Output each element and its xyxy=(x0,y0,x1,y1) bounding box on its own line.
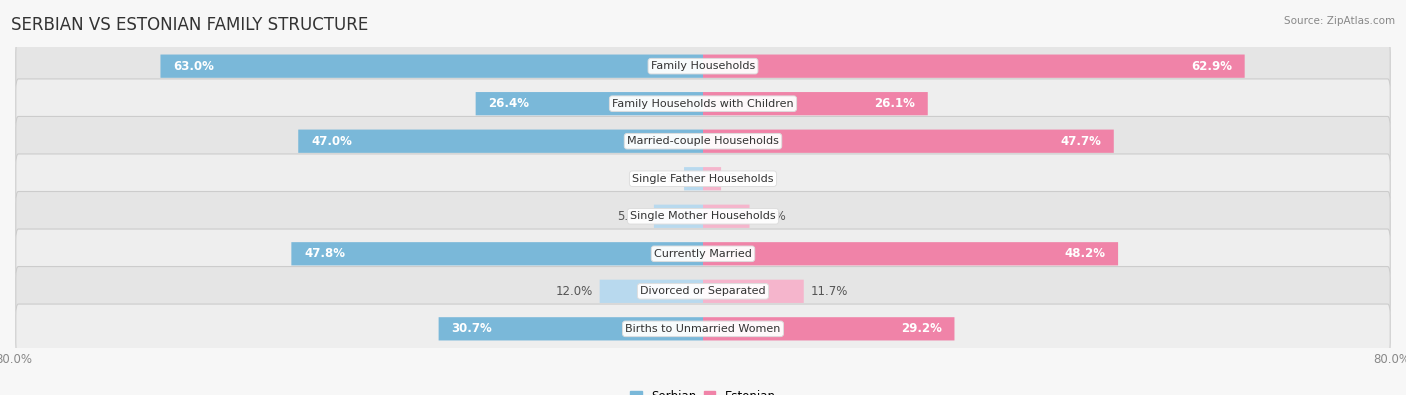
Legend: Serbian, Estonian: Serbian, Estonian xyxy=(626,385,780,395)
FancyBboxPatch shape xyxy=(703,317,955,340)
FancyBboxPatch shape xyxy=(15,229,1391,278)
Text: 47.8%: 47.8% xyxy=(304,247,346,260)
Text: 48.2%: 48.2% xyxy=(1064,247,1105,260)
Text: 5.7%: 5.7% xyxy=(617,210,647,223)
Text: 11.7%: 11.7% xyxy=(811,285,848,298)
FancyBboxPatch shape xyxy=(703,167,721,190)
Text: Married-couple Households: Married-couple Households xyxy=(627,136,779,146)
Text: 47.7%: 47.7% xyxy=(1060,135,1101,148)
Text: 26.4%: 26.4% xyxy=(488,97,530,110)
Text: 47.0%: 47.0% xyxy=(311,135,352,148)
Text: 30.7%: 30.7% xyxy=(451,322,492,335)
FancyBboxPatch shape xyxy=(703,205,749,228)
FancyBboxPatch shape xyxy=(15,117,1391,166)
FancyBboxPatch shape xyxy=(15,154,1391,203)
FancyBboxPatch shape xyxy=(475,92,703,115)
Text: 5.4%: 5.4% xyxy=(756,210,786,223)
Text: 62.9%: 62.9% xyxy=(1191,60,1232,73)
FancyBboxPatch shape xyxy=(439,317,703,340)
FancyBboxPatch shape xyxy=(703,92,928,115)
FancyBboxPatch shape xyxy=(298,130,703,153)
Text: SERBIAN VS ESTONIAN FAMILY STRUCTURE: SERBIAN VS ESTONIAN FAMILY STRUCTURE xyxy=(11,16,368,34)
Text: Source: ZipAtlas.com: Source: ZipAtlas.com xyxy=(1284,16,1395,26)
Text: Single Father Households: Single Father Households xyxy=(633,174,773,184)
Text: 12.0%: 12.0% xyxy=(555,285,593,298)
Text: Single Mother Households: Single Mother Households xyxy=(630,211,776,221)
FancyBboxPatch shape xyxy=(160,55,703,78)
Text: 2.1%: 2.1% xyxy=(728,172,758,185)
FancyBboxPatch shape xyxy=(15,192,1391,241)
FancyBboxPatch shape xyxy=(703,130,1114,153)
FancyBboxPatch shape xyxy=(15,79,1391,128)
Text: Births to Unmarried Women: Births to Unmarried Women xyxy=(626,324,780,334)
FancyBboxPatch shape xyxy=(703,55,1244,78)
Text: Family Households: Family Households xyxy=(651,61,755,71)
FancyBboxPatch shape xyxy=(654,205,703,228)
FancyBboxPatch shape xyxy=(15,304,1391,354)
Text: Currently Married: Currently Married xyxy=(654,249,752,259)
FancyBboxPatch shape xyxy=(703,242,1118,265)
FancyBboxPatch shape xyxy=(685,167,703,190)
FancyBboxPatch shape xyxy=(599,280,703,303)
FancyBboxPatch shape xyxy=(15,267,1391,316)
Text: Divorced or Separated: Divorced or Separated xyxy=(640,286,766,296)
Text: 29.2%: 29.2% xyxy=(901,322,942,335)
FancyBboxPatch shape xyxy=(291,242,703,265)
FancyBboxPatch shape xyxy=(703,280,804,303)
Text: 63.0%: 63.0% xyxy=(173,60,214,73)
Text: 26.1%: 26.1% xyxy=(875,97,915,110)
Text: 2.2%: 2.2% xyxy=(647,172,678,185)
FancyBboxPatch shape xyxy=(15,41,1391,91)
Text: Family Households with Children: Family Households with Children xyxy=(612,99,794,109)
